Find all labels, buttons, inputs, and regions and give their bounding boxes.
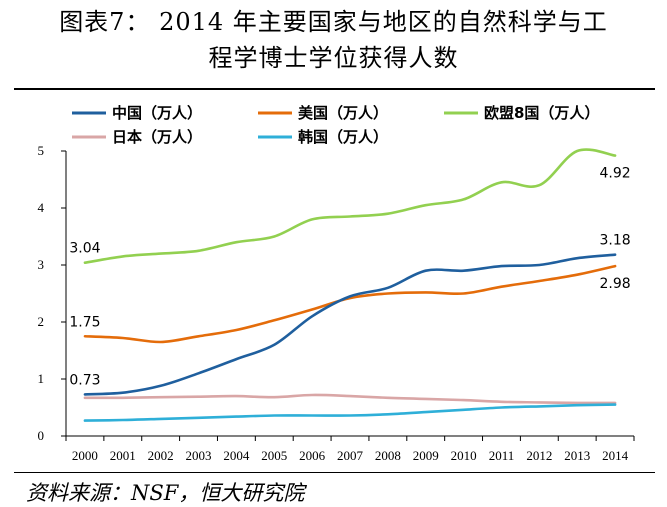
- x-tick-label: 2005: [261, 448, 287, 463]
- chart-title: 图表7： 2014 年主要国家与地区的自然科学与工 程学博士学位获得人数: [0, 4, 667, 76]
- data-label: 0.73: [69, 372, 100, 388]
- x-tick-label: 2010: [451, 448, 477, 463]
- series-line-3: [83, 393, 617, 405]
- y-tick-label: 0: [38, 428, 45, 443]
- x-tick-label: 2004: [223, 448, 250, 463]
- series-line-2: [83, 148, 617, 265]
- data-label: 1.75: [69, 314, 100, 330]
- x-tick-label: 2012: [526, 448, 552, 463]
- x-tick-label: 2009: [413, 448, 439, 463]
- line-chart: 0 1 2 3 4 5 2000 2001 2002 2003 2004 2005 2006 2007 20…: [38, 104, 635, 463]
- x-tick-label: 2003: [186, 448, 212, 463]
- series-line-1: [83, 264, 617, 344]
- bottom-rule: [14, 472, 655, 473]
- data-label: 3.04: [69, 241, 100, 257]
- top-rule: [14, 88, 655, 90]
- legend-label-0: 中国（万人）: [112, 104, 202, 122]
- source-note: 资料来源：NSF，恒大研究院: [26, 481, 305, 505]
- x-tick-label: 2008: [375, 448, 401, 463]
- series-line-4: [83, 403, 617, 422]
- x-tick-label: 2000: [72, 448, 98, 463]
- x-tick-label: 2014: [602, 448, 629, 463]
- x-tick-label: 2013: [564, 448, 590, 463]
- data-label: 3.18: [599, 233, 630, 249]
- y-tick-label: 4: [38, 200, 45, 215]
- y-tick-label: 1: [38, 371, 45, 386]
- x-tick-label: 2007: [337, 448, 364, 463]
- legend-label-2: 欧盟8国（万人）: [484, 104, 599, 122]
- data-label: 2.98: [599, 276, 630, 292]
- y-tick-label: 2: [38, 314, 45, 329]
- x-tick-label: 2001: [110, 448, 136, 463]
- legend-label-4: 韩国（万人）: [298, 128, 388, 146]
- x-tick-label: 2002: [148, 448, 174, 463]
- y-tick-label: 5: [38, 143, 45, 158]
- legend-label-3: 日本（万人）: [112, 128, 202, 146]
- y-tick-label: 3: [38, 257, 45, 272]
- series-line-0: [83, 253, 617, 396]
- x-tick-label: 2011: [489, 448, 515, 463]
- data-label: 4.92: [599, 166, 630, 182]
- x-tick-label: 2006: [299, 448, 326, 463]
- title-line-1: 图表7： 2014 年主要国家与地区的自然科学与工: [59, 8, 608, 36]
- title-line-2: 程学博士学位获得人数: [208, 44, 459, 72]
- legend-label-1: 美国（万人）: [298, 104, 388, 122]
